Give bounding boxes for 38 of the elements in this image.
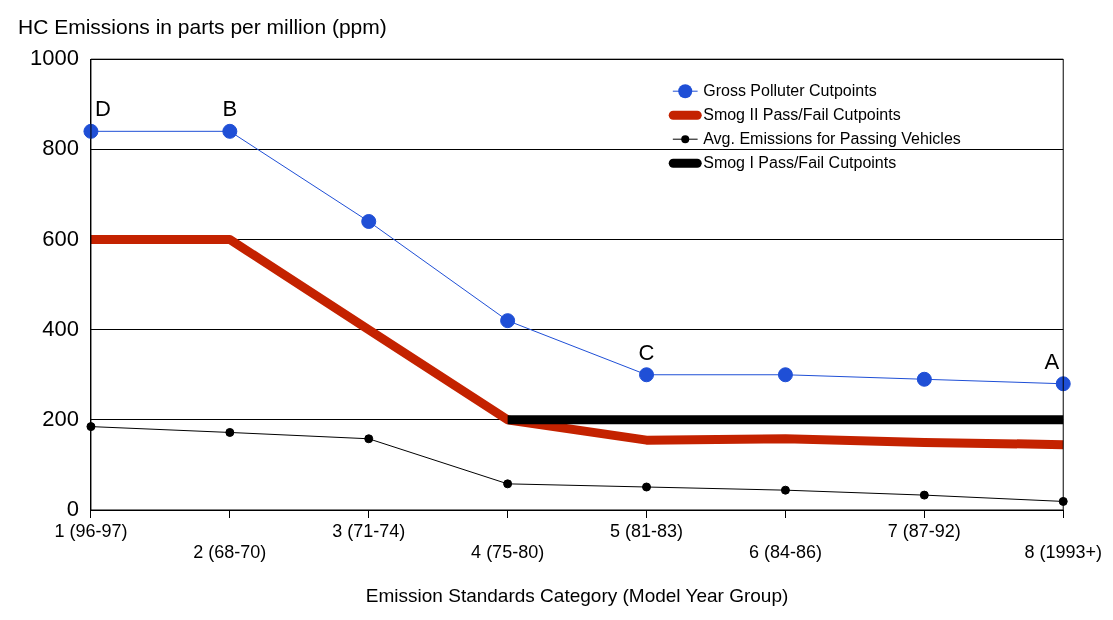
point <box>919 490 929 500</box>
point <box>361 213 377 229</box>
x-tick-label: 3 (71-74) <box>332 520 406 541</box>
x-axis-title: Emission Standards Category (Model Year Group) <box>365 584 789 606</box>
point <box>364 434 374 444</box>
point <box>777 367 793 383</box>
legend-label: Gross Polluter Cutpoints <box>703 81 877 99</box>
annotation: B <box>222 96 238 122</box>
x-tick-label: 7 (87-92) <box>887 520 961 541</box>
legend-label: Smog I Pass/Fail Cutpoints <box>703 153 897 171</box>
y-axis-title: HC Emissions in parts per million (ppm) <box>18 15 387 39</box>
legend-label: Avg. Emissions for Passing Vehicles <box>703 129 961 147</box>
annotation: C <box>638 339 655 365</box>
annotation: A <box>1044 348 1060 374</box>
point <box>222 123 238 139</box>
x-tick-label: 4 (75-80) <box>471 542 545 563</box>
point <box>500 313 516 329</box>
point <box>1058 496 1068 506</box>
x-tick-label: 1 (96-97) <box>54 520 128 541</box>
point <box>503 479 513 489</box>
point <box>780 485 790 495</box>
point <box>225 427 235 437</box>
x-tick-label: 2 (68-70) <box>193 542 267 563</box>
y-tick-label: 200 <box>42 405 79 431</box>
point <box>1055 376 1071 392</box>
point <box>639 367 655 383</box>
y-tick-label: 800 <box>42 135 79 161</box>
y-tick-label: 600 <box>42 225 79 251</box>
x-tick-label: 5 (81-83) <box>610 520 684 541</box>
x-tick-label: 6 (84-86) <box>748 542 822 563</box>
y-tick-label: 1000 <box>29 45 79 71</box>
point <box>916 371 932 387</box>
y-tick-label: 0 <box>66 496 79 522</box>
point <box>642 482 652 492</box>
x-tick-label: 8 (1993+) <box>1024 542 1102 563</box>
legend-label: Smog II Pass/Fail Cutpoints <box>703 105 901 123</box>
y-tick-label: 400 <box>42 315 79 341</box>
annotation: D <box>94 96 111 122</box>
